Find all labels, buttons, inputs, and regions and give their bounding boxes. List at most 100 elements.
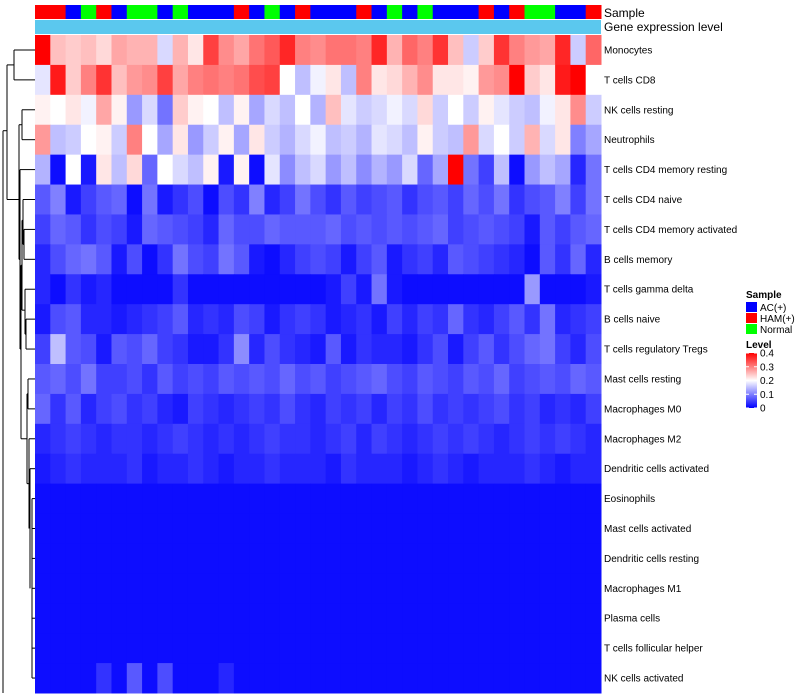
level-legend: Level 0.4 0.3 0.2 0.1 0 bbox=[746, 340, 774, 415]
sample-annotation-cell bbox=[386, 5, 403, 19]
heatmap-cell bbox=[80, 543, 97, 574]
heatmap-cell bbox=[218, 214, 235, 245]
heatmap-cell bbox=[463, 663, 480, 694]
heatmap-cell bbox=[524, 244, 541, 275]
heatmap-cell bbox=[493, 573, 510, 604]
heatmap-cell bbox=[233, 453, 250, 485]
heatmap-cell bbox=[111, 573, 128, 604]
sample-legend-swatch bbox=[746, 324, 757, 334]
heatmap-cell bbox=[187, 633, 204, 664]
heatmap-cell bbox=[126, 633, 143, 664]
heatmap-cell bbox=[142, 453, 158, 485]
heatmap-cell bbox=[570, 633, 587, 664]
heatmap-cell bbox=[157, 244, 174, 275]
heatmap-cell bbox=[111, 274, 128, 305]
sample-annotation-cell bbox=[233, 5, 250, 19]
heatmap-cell bbox=[356, 94, 373, 126]
heatmap-cell bbox=[295, 35, 311, 66]
heatmap-cell bbox=[233, 423, 250, 455]
heatmap-cell bbox=[295, 184, 311, 215]
sample-legend-swatch bbox=[746, 313, 757, 323]
heatmap-cell bbox=[35, 244, 51, 275]
heatmap-cell bbox=[432, 184, 449, 215]
heatmap-cell bbox=[524, 304, 541, 335]
heatmap-cell bbox=[233, 573, 250, 604]
heatmap-cell bbox=[111, 453, 128, 485]
heatmap-cell bbox=[570, 184, 587, 215]
heatmap-cell bbox=[96, 663, 112, 694]
heatmap-cell bbox=[187, 543, 204, 574]
heatmap-cell bbox=[172, 543, 189, 574]
heatmap-cell bbox=[295, 513, 311, 544]
heatmap-cell bbox=[142, 483, 158, 515]
heatmap-cell bbox=[325, 64, 342, 96]
heatmap-cell bbox=[417, 543, 434, 574]
heatmap-cell bbox=[233, 214, 250, 245]
heatmap-cell bbox=[126, 304, 143, 335]
heatmap-cell bbox=[325, 393, 342, 425]
heatmap-cell bbox=[80, 663, 97, 694]
heatmap-cell bbox=[340, 483, 357, 515]
heatmap-cell bbox=[402, 423, 418, 455]
heatmap-cell bbox=[249, 334, 265, 365]
heatmap-cell bbox=[325, 184, 342, 215]
heatmap-cell bbox=[65, 603, 82, 634]
heatmap-cell bbox=[35, 573, 51, 604]
heatmap-cell bbox=[264, 513, 281, 544]
heatmap-cell bbox=[371, 423, 388, 455]
heatmap-cell bbox=[463, 513, 480, 544]
heatmap-cell bbox=[65, 573, 82, 604]
heatmap-cell bbox=[432, 423, 449, 455]
heatmap-cell bbox=[448, 64, 464, 96]
heatmap-cell bbox=[417, 94, 434, 126]
heatmap-cell bbox=[65, 154, 82, 186]
heatmap-cell bbox=[478, 334, 495, 365]
heatmap-cell bbox=[249, 94, 265, 126]
heatmap-cell bbox=[386, 483, 403, 515]
heatmap-cell bbox=[448, 483, 464, 515]
row-label: Eosinophils bbox=[604, 494, 655, 505]
heatmap-cell bbox=[509, 244, 526, 275]
heatmap-cell bbox=[157, 274, 174, 305]
heatmap-cell bbox=[218, 154, 235, 186]
heatmap-cell bbox=[585, 94, 602, 126]
heatmap-cell bbox=[448, 453, 464, 485]
heatmap-cell bbox=[126, 124, 143, 156]
heatmap-cell bbox=[279, 124, 296, 156]
heatmap-cell bbox=[126, 573, 143, 604]
heatmap-cell bbox=[356, 184, 373, 215]
heatmap-cell bbox=[172, 124, 189, 156]
heatmap-cell bbox=[65, 64, 82, 96]
sample-annotation-cell bbox=[356, 5, 373, 19]
heatmap-cell bbox=[187, 513, 204, 544]
heatmap-cell bbox=[371, 154, 388, 186]
heatmap-cell bbox=[264, 304, 281, 335]
heatmap-cell bbox=[35, 154, 51, 186]
heatmap-cell bbox=[448, 633, 464, 664]
heatmap-cell bbox=[478, 633, 495, 664]
heatmap-cell bbox=[172, 274, 189, 305]
heatmap-cell bbox=[65, 304, 82, 335]
heatmap-cell bbox=[463, 35, 480, 66]
heatmap-cell bbox=[356, 603, 373, 634]
heatmap-cell bbox=[295, 633, 311, 664]
level-tick-label: 0.1 bbox=[760, 390, 774, 401]
heatmap-cell bbox=[264, 603, 281, 634]
heatmap-cell bbox=[539, 364, 556, 395]
heatmap-cell bbox=[448, 124, 464, 156]
heatmap-cell bbox=[509, 214, 526, 245]
heatmap-cell bbox=[524, 633, 541, 664]
sample-annotation-cell bbox=[463, 5, 480, 19]
heatmap-cell bbox=[279, 573, 296, 604]
heatmap-cell bbox=[157, 214, 174, 245]
heatmap-cell bbox=[325, 603, 342, 634]
heatmap-cell bbox=[203, 573, 220, 604]
row-label: T cells CD4 naive bbox=[604, 195, 683, 206]
heatmap-cell bbox=[203, 393, 220, 425]
heatmap-cell bbox=[295, 453, 311, 485]
heatmap-cell bbox=[585, 603, 602, 634]
heatmap-cell bbox=[157, 603, 174, 634]
heatmap-cell bbox=[295, 64, 311, 96]
row-label: Monocytes bbox=[604, 45, 652, 56]
heatmap-cell bbox=[96, 513, 112, 544]
